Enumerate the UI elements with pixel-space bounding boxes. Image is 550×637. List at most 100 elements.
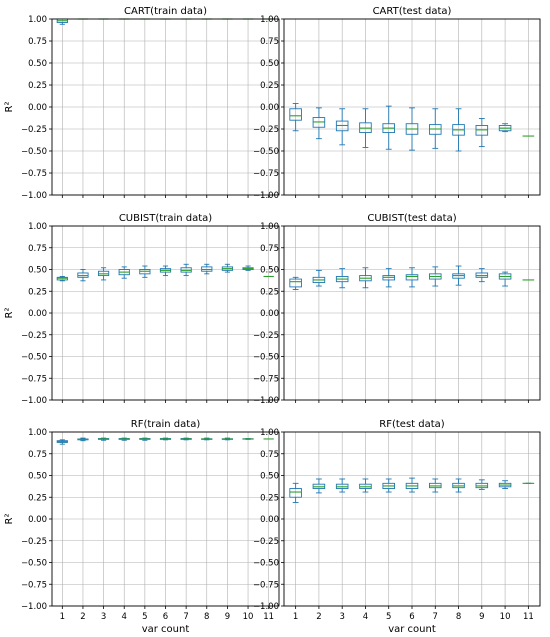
panel-2: 1.00 0.75 0.50 0.25 0.00 −0.25 −0.50 −0.75 −1.00…	[253, 6, 541, 201]
y-tick-label: −0.25	[21, 125, 47, 135]
y-tick-label: 0.25	[260, 287, 279, 297]
y-tick-label: 1.00	[260, 15, 279, 25]
box-10	[498, 480, 512, 489]
box-5	[139, 437, 151, 441]
box-6	[159, 265, 172, 277]
y-tick-label: 0.25	[28, 493, 47, 503]
box-5	[382, 105, 395, 150]
box-2	[312, 107, 326, 140]
y-axis-label: R²	[4, 308, 15, 319]
box-7	[429, 478, 442, 493]
x-axis-label: var count	[388, 624, 436, 635]
box-6	[405, 267, 419, 288]
axes-frame	[283, 18, 541, 196]
y-tick-label: 0.75	[28, 244, 47, 254]
y-tick-label: 0.50	[28, 472, 47, 482]
panel-title: CART(train data)	[124, 6, 207, 17]
y-tick-label: 0.25	[260, 493, 279, 503]
y-tick-label: 0.25	[28, 81, 47, 91]
y-tick-label: −0.25	[21, 537, 47, 547]
y-tick-label: −0.25	[253, 537, 279, 547]
y-tick-label: −0.50	[253, 559, 279, 569]
box-9	[221, 263, 234, 273]
box-5	[139, 265, 151, 278]
y-tick-label: 1.00	[28, 222, 47, 232]
y-tick-label: 1.00	[260, 428, 279, 438]
y-tick-label: −0.25	[21, 331, 47, 341]
y-tick-label: 0.00	[28, 103, 47, 113]
axes-frame	[283, 225, 541, 401]
axes-frame	[51, 431, 280, 607]
axes-frame	[283, 431, 541, 607]
x-tick-label: 9	[225, 612, 230, 622]
x-tick-label: 10	[500, 612, 511, 622]
box-1	[56, 276, 68, 282]
box-8	[452, 108, 465, 152]
box-9	[475, 268, 489, 283]
box-9	[475, 479, 489, 490]
x-tick-label: 3	[339, 612, 344, 622]
y-tick-label: 0.75	[28, 450, 47, 460]
y-tick-label: −0.50	[21, 353, 47, 363]
x-tick-label: 5	[142, 612, 147, 622]
x-tick-label: 6	[163, 612, 168, 622]
y-tick-label: −1.00	[253, 396, 279, 406]
box-10	[242, 265, 254, 271]
y-axis-label: R²	[4, 102, 15, 113]
x-tick-label: 8	[204, 612, 209, 622]
box-6	[159, 437, 172, 441]
y-tick-label: −0.75	[21, 580, 47, 590]
panel-title: RF(test data)	[379, 419, 445, 430]
y-tick-label: 0.00	[28, 515, 47, 525]
y-tick-label: 0.75	[260, 244, 279, 254]
y-tick-label: −0.50	[21, 147, 47, 157]
x-tick-label: 1	[293, 612, 298, 622]
y-tick-label: 0.00	[260, 103, 279, 113]
y-tick-label: −0.75	[253, 169, 279, 179]
axes-frame	[51, 18, 280, 196]
y-tick-label: −0.75	[253, 580, 279, 590]
box-4	[118, 266, 130, 279]
box-5	[382, 478, 395, 493]
y-tick-label: −0.50	[21, 559, 47, 569]
box-1	[289, 276, 302, 290]
panel-title: CUBIST(train data)	[119, 213, 212, 224]
y-tick-label: −1.00	[253, 602, 279, 612]
panel-title: CUBIST(test data)	[367, 213, 456, 224]
y-tick-label: 0.75	[260, 37, 279, 47]
x-tick-label: 6	[409, 612, 414, 622]
y-tick-label: −0.50	[253, 147, 279, 157]
y-tick-label: −1.00	[21, 602, 47, 612]
x-tick-label: 11	[523, 612, 534, 622]
box-iqr	[405, 274, 419, 281]
panel-5: 1.00 0.75 0.50 0.25 0.00 −0.25 −0.50 −0.75 −1.00…	[4, 419, 280, 635]
box-10	[498, 123, 512, 133]
box-9	[475, 117, 489, 148]
panel-1: 1.00 0.75 0.50 0.25 0.00 −0.25 −0.50 −0.75 −1.00…	[4, 6, 280, 201]
y-tick-label: 0.00	[260, 309, 279, 319]
box-9	[221, 437, 234, 441]
panel-3: 1.00 0.75 0.50 0.25 0.00 −0.25 −0.50 −0.75 −1.00…	[4, 213, 280, 406]
y-tick-label: 1.00	[28, 15, 47, 25]
box-8	[452, 265, 465, 286]
panel-4: 1.00 0.75 0.50 0.25 0.00 −0.25 −0.50 −0.75 −1.00…	[253, 213, 541, 406]
y-tick-label: 0.75	[260, 450, 279, 460]
box-3	[335, 478, 349, 493]
panel-title: CART(test data)	[373, 6, 452, 17]
box-3	[97, 437, 110, 441]
box-3	[97, 267, 110, 281]
axes-frame	[51, 225, 280, 401]
box-4	[359, 108, 372, 148]
y-tick-label: −0.75	[21, 169, 47, 179]
box-5	[382, 268, 395, 288]
y-tick-label: −0.25	[253, 331, 279, 341]
y-tick-label: 0.50	[260, 59, 279, 69]
y-tick-label: 1.00	[28, 428, 47, 438]
box-2	[77, 269, 89, 282]
box-8	[201, 263, 213, 275]
x-tick-label: 4	[363, 612, 368, 622]
y-tick-label: −0.25	[253, 125, 279, 135]
box-7	[180, 437, 192, 441]
box-iqr	[289, 488, 302, 498]
y-tick-label: −1.00	[253, 191, 279, 201]
